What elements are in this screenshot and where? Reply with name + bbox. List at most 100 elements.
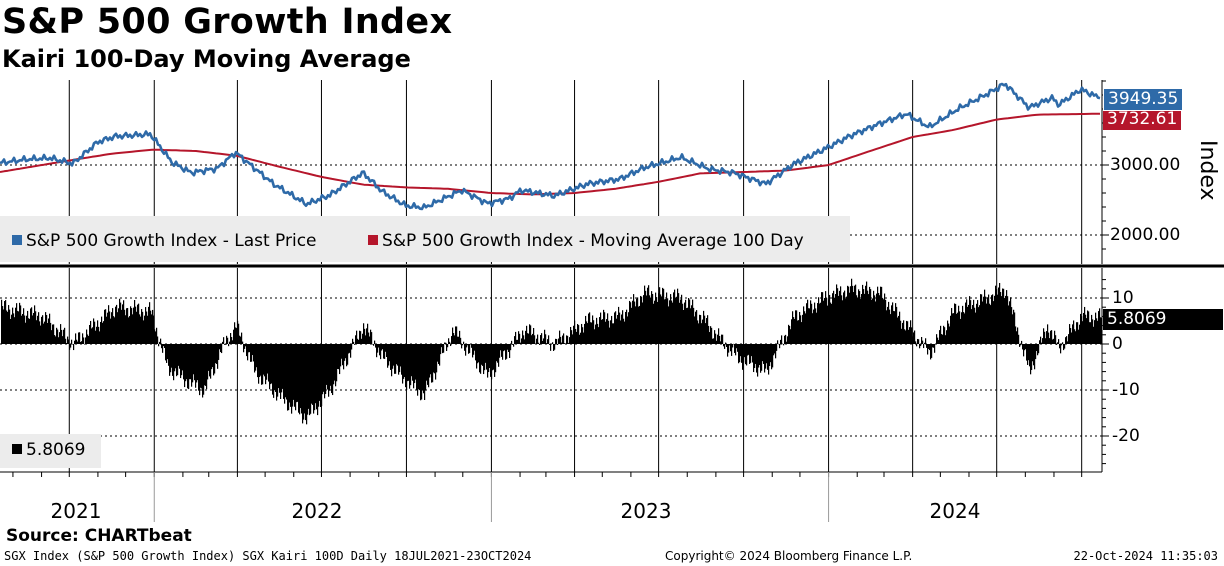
kairi-bar [679, 302, 681, 344]
kairi-bar [510, 344, 512, 351]
kairi-bar [120, 302, 122, 344]
kairi-bar [908, 329, 910, 344]
kairi-bar [402, 344, 404, 384]
kairi-bar [871, 299, 873, 344]
kairi-bar [1075, 331, 1077, 344]
kairi-bar [418, 344, 420, 390]
kairi-bar [922, 340, 924, 344]
kairi-bar [1024, 344, 1026, 351]
legend-item-moving-average[interactable]: S&P 500 Growth Index - Moving Average 10… [368, 231, 804, 251]
kairi-bar [887, 306, 889, 344]
legend-item-kairi[interactable]: 5.8069 [12, 440, 85, 460]
kairi-bar [616, 318, 618, 344]
kairi-bar [46, 314, 48, 344]
kairi-bar [229, 341, 231, 344]
kairi-bar [931, 344, 933, 358]
kairi-bar [1018, 334, 1020, 344]
kairi-bar [901, 328, 903, 344]
kairi-bar [779, 344, 781, 349]
kairi-bar [808, 308, 810, 344]
vertical-gridlines [68, 80, 1083, 472]
kairi-bar [1041, 342, 1043, 344]
kairi-bar [585, 315, 587, 344]
kairi-bar [864, 293, 866, 344]
kairi-bar [791, 319, 793, 344]
kairi-bar [275, 344, 277, 392]
kairi-bar [8, 305, 10, 344]
kairi-bar [439, 344, 441, 366]
kairi-bar [722, 334, 724, 344]
kairi-bar [157, 336, 159, 344]
kairi-bar [390, 344, 392, 370]
last-price-line [0, 82, 1101, 211]
kairi-bar [359, 330, 361, 344]
kairi-bar [309, 344, 311, 416]
kairi-bar [1012, 314, 1014, 344]
kairi-bar [174, 344, 176, 372]
kairi-bar [22, 313, 24, 344]
kairi-bar [777, 340, 779, 344]
kairi-bar [42, 315, 44, 344]
kairi-bar [958, 305, 960, 344]
kairi-bar [579, 334, 581, 344]
kairi-bar [413, 344, 415, 389]
kairi-bar [88, 335, 90, 344]
kairi-bar [972, 305, 974, 344]
kairi-bar [311, 344, 313, 404]
kairi-bar [688, 298, 690, 344]
kairi-bar [217, 344, 219, 369]
kairi-bar [611, 315, 613, 344]
kairi-bar [57, 329, 59, 344]
kairi-bar [826, 297, 828, 344]
kairi-bar [730, 344, 732, 352]
kairi-bar [1032, 344, 1034, 362]
kairi-bar [250, 344, 252, 362]
kairi-bar [950, 315, 952, 344]
kairi-bar [441, 344, 443, 348]
legend-item-last-price[interactable]: S&P 500 Growth Index - Last Price [12, 231, 317, 251]
kairi-bar [350, 344, 352, 358]
kairi-bar [198, 344, 200, 391]
kairi-bar [1020, 344, 1022, 346]
kairi-bar [551, 343, 553, 345]
kairi-bar [538, 342, 540, 344]
kairi-bar [461, 344, 463, 349]
kairi-bar [348, 344, 350, 354]
kairi-bar [190, 344, 192, 380]
kairi-bar [625, 311, 627, 344]
kairi-bar [477, 344, 479, 364]
kairi-bar [685, 299, 687, 344]
kairi-bar [836, 284, 838, 344]
kairi-bar [769, 344, 771, 367]
kairi-bar [278, 344, 280, 389]
kairi-bar [581, 323, 583, 344]
kairi-bar [1058, 339, 1060, 344]
kairi-bar [41, 316, 43, 344]
kairi-bar [938, 340, 940, 344]
kairi-bar [596, 317, 598, 344]
kairi-bar [1093, 326, 1095, 344]
kairi-bar [1044, 331, 1046, 344]
kairi-bar [689, 299, 691, 344]
kairi-bar [994, 295, 996, 344]
kairi-bar [338, 344, 340, 370]
kairi-bar [993, 301, 995, 344]
kairi-bar [771, 344, 773, 370]
kairi-bar [823, 300, 825, 344]
kairi-bar [6, 310, 8, 344]
kairi-bar [362, 333, 364, 344]
kairi-bar [287, 344, 289, 411]
kairi-bar [953, 313, 955, 344]
kairi-bar [1074, 329, 1076, 344]
kairi-bar [770, 344, 772, 363]
kairi-bar [952, 313, 954, 344]
kairi-bar [225, 344, 227, 345]
kairi-bar [524, 339, 526, 344]
kairi-bar [367, 323, 369, 344]
kairi-bar [89, 324, 91, 344]
kairi-bar [1049, 338, 1051, 344]
kairi-bar [320, 344, 322, 408]
kairi-bar [451, 336, 453, 344]
kairi-bar [733, 343, 735, 345]
kairi-bar [1059, 344, 1061, 349]
